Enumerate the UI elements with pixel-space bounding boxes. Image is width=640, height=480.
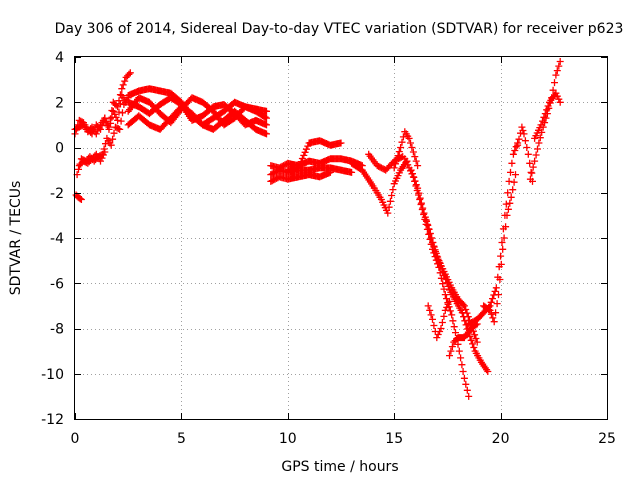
series-mid-band-3 xyxy=(267,168,334,185)
chart-title: Day 306 of 2014, Sidereal Day-to-day VTE… xyxy=(55,21,624,37)
series-marks xyxy=(446,320,481,360)
y-tick-label: -6 xyxy=(50,276,64,292)
series-marks xyxy=(514,123,536,185)
x-tick-label: 5 xyxy=(177,431,186,447)
y-tick-label: -4 xyxy=(50,231,64,247)
series-spike xyxy=(514,123,536,185)
series-marks xyxy=(75,148,109,170)
y-tick-label: -2 xyxy=(50,186,64,202)
series-mid-band-2 xyxy=(267,164,356,179)
x-tick-label: 0 xyxy=(71,431,80,447)
axis-ticks: 0 5 10 15 20 25 -12 -10 -8 -6 -4 -2 0 2 4 xyxy=(41,50,616,447)
series-marks xyxy=(124,94,270,129)
y-tick-label: -12 xyxy=(41,412,64,428)
series-final-b xyxy=(531,89,564,142)
y-tick-label: -8 xyxy=(50,322,64,338)
series-recovery-a xyxy=(465,139,522,328)
x-axis-label: GPS time / hours xyxy=(281,459,398,475)
y-tick-label: -10 xyxy=(41,367,64,383)
series-late-low xyxy=(424,297,453,342)
series-recovery-b xyxy=(480,171,519,326)
plot-border xyxy=(74,56,608,420)
series-early-lower xyxy=(73,94,132,179)
y-tick-label: 0 xyxy=(55,141,64,157)
series-early-bottom xyxy=(75,148,109,170)
series-marks xyxy=(480,171,519,326)
series-marks xyxy=(348,157,411,217)
series-marks xyxy=(424,297,453,342)
series-marks xyxy=(465,139,522,328)
x-tick-label: 15 xyxy=(385,431,403,447)
y-tick-label: 2 xyxy=(55,95,64,111)
y-tick-label: 4 xyxy=(55,50,64,66)
series-peak xyxy=(390,128,422,172)
series-start-low xyxy=(72,191,85,203)
series-marks xyxy=(531,89,564,142)
x-tick-label: 20 xyxy=(492,431,510,447)
series-dip xyxy=(348,157,411,217)
x-tick-label: 10 xyxy=(279,431,297,447)
series-marks xyxy=(267,164,356,179)
series-marks xyxy=(267,168,334,185)
series-marks xyxy=(72,191,85,203)
series-valley xyxy=(446,320,481,360)
x-tick-label: 25 xyxy=(598,431,616,447)
series-wave-d xyxy=(124,94,270,129)
series-marks xyxy=(390,128,422,172)
series-marks xyxy=(73,94,132,179)
y-axis-label: SDTVAR / TECUs xyxy=(8,181,24,296)
